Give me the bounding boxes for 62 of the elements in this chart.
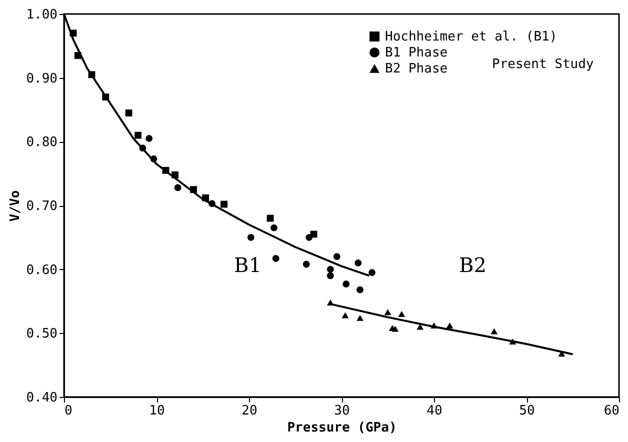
- x-tick-label: 50: [519, 404, 535, 418]
- legend-label: B2 Phase: [385, 62, 448, 76]
- x-tick-label: 10: [149, 404, 165, 418]
- point: [398, 311, 406, 318]
- point: [326, 272, 334, 280]
- point: [446, 322, 454, 329]
- legend-label: Hochheimer et al. (B1): [385, 30, 558, 44]
- point: [172, 171, 178, 178]
- point: [368, 269, 376, 276]
- point: [102, 94, 110, 100]
- y-tick-label: 0.90: [26, 71, 58, 86]
- point: [146, 135, 153, 142]
- point: [558, 350, 566, 357]
- y-axis-title: V/Vo: [8, 190, 24, 222]
- y-tick-label: 1.00: [26, 8, 58, 22]
- point: [202, 194, 209, 202]
- point: [342, 312, 349, 318]
- x-axis-title: Pressure (GPa): [287, 420, 397, 436]
- x-tick-label: 0: [64, 404, 72, 418]
- point: [150, 155, 158, 162]
- y-tick-label: 0.50: [26, 326, 58, 342]
- x-tick-label: 30: [334, 404, 350, 418]
- point: [272, 255, 280, 262]
- annotation: Present Study: [492, 57, 594, 72]
- point: [326, 266, 334, 273]
- point: [270, 224, 278, 232]
- point: [134, 132, 142, 139]
- x-tick-label: 60: [604, 404, 620, 418]
- point: [509, 338, 516, 344]
- point: [354, 259, 362, 266]
- point: [356, 286, 364, 294]
- point: [392, 326, 399, 332]
- point: [333, 253, 340, 260]
- point: [302, 260, 310, 268]
- point: [139, 144, 146, 152]
- x-tick-label: 20: [242, 404, 258, 418]
- point: [306, 234, 313, 241]
- y-tick-label: 0.60: [26, 262, 58, 278]
- point: [220, 200, 228, 208]
- point: [416, 324, 424, 330]
- y-tick-label: 0.40: [26, 390, 58, 406]
- point: [430, 322, 438, 329]
- point: [490, 328, 498, 334]
- point: [88, 71, 96, 78]
- point: [70, 30, 77, 37]
- point: [174, 184, 182, 192]
- point: [74, 52, 82, 59]
- point: [326, 300, 334, 306]
- annotation: B2: [459, 253, 486, 277]
- y-tick-label: 0.80: [26, 135, 58, 150]
- point: [162, 166, 170, 174]
- y-tick-label: 0.70: [26, 199, 58, 214]
- point: [247, 234, 254, 241]
- annotation: B1: [234, 253, 262, 277]
- point: [190, 186, 197, 194]
- point: [356, 314, 364, 321]
- legend-label: B1 Phase: [385, 46, 448, 60]
- point: [342, 280, 350, 288]
- point: [384, 309, 392, 316]
- point: [208, 200, 216, 208]
- x-tick-label: 40: [426, 404, 442, 418]
- point: [125, 109, 132, 116]
